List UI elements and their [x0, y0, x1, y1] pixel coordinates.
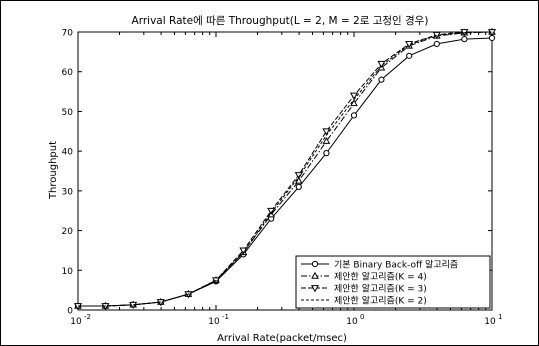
series-3-point — [322, 128, 331, 136]
x-tick-label-base: 10 — [208, 317, 220, 327]
legend-marker-3 — [310, 285, 320, 293]
series-1-point — [461, 36, 468, 43]
series-line-3 — [78, 31, 492, 307]
series-1-point — [406, 52, 413, 59]
y-tick-label: 10 — [62, 267, 74, 277]
series-3-point — [349, 92, 359, 100]
x-tick-label-exponent: 0 — [360, 313, 364, 321]
chart-title: Arrival Rate에 따른 Throughput(L = 2, M = 2… — [132, 14, 429, 27]
y-tick-label: 70 — [62, 29, 74, 39]
y-tick-label: 40 — [62, 148, 74, 158]
x-tick-label-exponent: -2 — [84, 313, 91, 321]
plot-area-box — [77, 31, 493, 311]
series-1-point — [378, 76, 385, 83]
legend-label-2: 제안한 알고리즘(K = 4) — [334, 272, 427, 283]
x-tick-label-base: 10 — [346, 317, 358, 327]
x-tick-label-base: 10 — [70, 317, 82, 327]
series-1-point — [323, 150, 330, 157]
legend-label-3: 제안한 알고리즘(K = 3) — [334, 284, 427, 295]
y-tick-label: 30 — [62, 187, 74, 197]
series-1-point — [350, 112, 358, 119]
legend-marker-2 — [311, 271, 319, 279]
y-tick-label: 20 — [62, 227, 74, 237]
legend-box — [295, 255, 491, 309]
y-axis-label: Throughput — [48, 141, 59, 200]
y-tick-label: 60 — [62, 68, 74, 78]
series-2-point — [294, 176, 303, 184]
x-tick-label-exponent: -1 — [222, 313, 229, 321]
x-tick-label-exponent: 1 — [498, 313, 502, 321]
series-line-4 — [78, 31, 493, 307]
x-axis-label: Arrival Rate(packet/msec) — [217, 333, 347, 344]
legend-marker-1 — [311, 260, 319, 268]
series-2-point — [350, 99, 358, 107]
series-1-point — [295, 183, 302, 190]
y-tick-label: 50 — [62, 108, 74, 118]
x-tick-label-base: 10 — [484, 317, 496, 327]
y-tick-label: 0 — [67, 307, 73, 317]
series-line-2 — [78, 31, 493, 307]
series-1-point — [433, 40, 440, 48]
series-3-point — [432, 31, 441, 39]
series-2-point — [322, 136, 331, 144]
legend-label-1: 기본 Binary Back-off 알고리즘 — [334, 260, 458, 271]
legend-label-4: 제안한 알고리즘(K = 2) — [334, 296, 427, 307]
